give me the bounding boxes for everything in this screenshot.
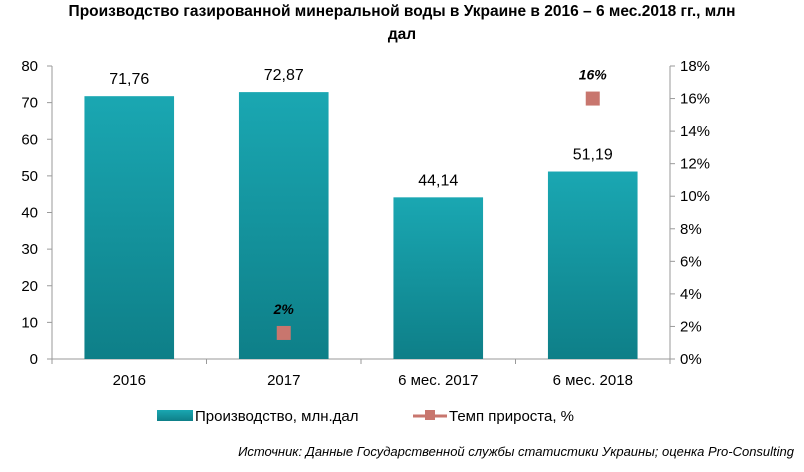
right-tick-label: 2% <box>680 318 702 335</box>
left-tick-label: 40 <box>21 205 38 222</box>
right-tick-label: 4% <box>680 286 702 303</box>
left-tick-label: 0 <box>30 351 38 368</box>
growth-marker <box>585 91 600 106</box>
bar-value-label: 44,14 <box>418 172 458 189</box>
right-tick-label: 6% <box>680 253 702 270</box>
x-tick-label: 2016 <box>113 372 146 389</box>
right-tick-label: 8% <box>680 221 702 238</box>
source-note: Источник: Данные Государственной службы … <box>238 444 795 459</box>
left-tick-label: 30 <box>21 241 38 258</box>
bar <box>393 197 484 359</box>
growth-marker <box>276 325 291 340</box>
bar-value-label: 51,19 <box>573 147 613 164</box>
right-tick-label: 10% <box>680 188 710 205</box>
left-tick-label: 50 <box>21 168 38 185</box>
legend-label-growth: Темп прироста, % <box>449 408 574 425</box>
legend-swatch-growth <box>425 410 435 420</box>
bar <box>84 96 175 359</box>
chart-title-line-1: Производство газированной минеральной во… <box>69 3 736 20</box>
bar-value-label: 71,76 <box>109 71 149 88</box>
left-tick-label: 10 <box>21 314 38 331</box>
legend-label-production: Производство, млн.дал <box>195 408 359 425</box>
left-tick-label: 60 <box>21 131 38 148</box>
x-tick-label: 6 мес. 2017 <box>398 372 478 389</box>
chart-title-line-2: дал <box>388 26 416 43</box>
legend: Производство, млн.дал Темп прироста, % <box>157 408 574 425</box>
legend-swatch-production <box>157 410 193 421</box>
right-tick-label: 0% <box>680 351 702 368</box>
x-tick-label: 2017 <box>267 372 300 389</box>
left-tick-label: 80 <box>21 58 38 75</box>
right-tick-label: 18% <box>680 58 710 75</box>
growth-label: 16% <box>579 67 608 83</box>
bar <box>547 171 638 359</box>
growth-label: 2% <box>273 301 295 317</box>
right-tick-label: 12% <box>680 156 710 173</box>
bar <box>238 92 329 360</box>
plot-area: 0 10 20 30 40 50 60 70 80 0% 2% 4% 6% 8% 10% 12% 14% 16% 1… <box>21 58 710 389</box>
right-tick-label: 14% <box>680 123 710 140</box>
left-tick-label: 20 <box>21 278 38 295</box>
bar-value-label: 72,87 <box>264 67 304 84</box>
left-tick-label: 70 <box>21 95 38 112</box>
x-tick-label: 6 мес. 2018 <box>553 372 633 389</box>
right-tick-label: 16% <box>680 91 710 108</box>
